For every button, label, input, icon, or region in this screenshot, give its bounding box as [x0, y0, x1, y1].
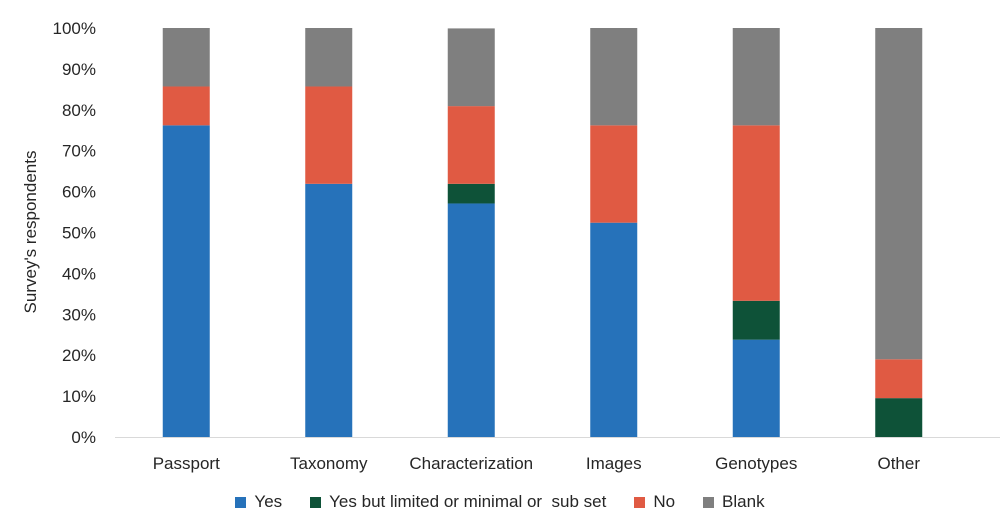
legend-item: No	[634, 492, 675, 512]
bar-segment	[162, 28, 210, 87]
bar-segment	[447, 203, 495, 437]
y-tick-label: 90%	[62, 60, 96, 79]
y-axis-ticks: 0% 10% 20% 30% 40% 50% 60% 70% 80% 90% 100%	[53, 19, 96, 447]
legend-item: Blank	[703, 492, 765, 512]
legend-swatch	[634, 496, 646, 508]
bar-segment	[875, 359, 923, 399]
x-category-label: Other	[877, 454, 920, 473]
y-tick-label: 70%	[62, 142, 96, 161]
y-tick-label: 60%	[62, 183, 96, 202]
y-tick-label: 40%	[62, 264, 96, 283]
legend-swatch	[703, 496, 715, 508]
bar-segment	[305, 86, 353, 184]
legend-label: No	[653, 492, 676, 511]
bar-segment	[590, 28, 638, 126]
bar-segment	[875, 398, 923, 437]
legend-label: Blank	[722, 492, 765, 511]
stacked-bar-chart: 0% 10% 20% 30% 40% 50% 60% 70% 80% 90% 100% Passpo…	[21, 19, 1000, 473]
y-tick-label: 100%	[53, 19, 96, 38]
x-category-label: Characterization	[409, 454, 533, 473]
x-category-label: Genotypes	[715, 454, 797, 473]
bar-segment	[305, 183, 353, 437]
legend-label: Yes but limited or minimal or sub set	[329, 492, 607, 511]
bar-segment	[447, 28, 495, 107]
y-tick-label: 50%	[62, 224, 96, 243]
legend-swatch	[235, 496, 247, 508]
bar-segment	[590, 125, 638, 223]
bars	[162, 28, 923, 437]
x-axis-categories: Passport Taxonomy Characterization Images Ge…	[153, 454, 921, 473]
legend-item: Yes	[235, 492, 282, 512]
bar-segment	[162, 86, 210, 126]
bar-segment	[732, 28, 780, 126]
bar-segment	[732, 300, 780, 340]
bar-segment	[162, 125, 210, 437]
x-category-label: Passport	[153, 454, 220, 473]
legend-swatch	[310, 496, 322, 508]
legend-label: Yes	[254, 492, 283, 511]
y-axis-label: Survey's respondents	[21, 151, 40, 314]
x-category-label: Taxonomy	[290, 454, 368, 473]
bar-segment	[447, 106, 495, 184]
legend-item: Yes but limited or minimal or sub set	[310, 492, 606, 512]
bar-segment	[732, 339, 780, 437]
bar-segment	[305, 28, 353, 87]
y-tick-label: 0%	[71, 428, 96, 447]
bar-segment	[732, 125, 780, 301]
bar-segment	[590, 222, 638, 437]
x-category-label: Images	[586, 454, 642, 473]
bar-segment	[447, 183, 495, 204]
y-tick-label: 20%	[62, 346, 96, 365]
y-tick-label: 30%	[62, 305, 96, 324]
y-tick-label: 80%	[62, 101, 96, 120]
y-tick-label: 10%	[62, 387, 96, 406]
bar-segment	[875, 28, 923, 360]
legend: Yes Yes but limited or minimal or sub set…	[0, 490, 1000, 514]
